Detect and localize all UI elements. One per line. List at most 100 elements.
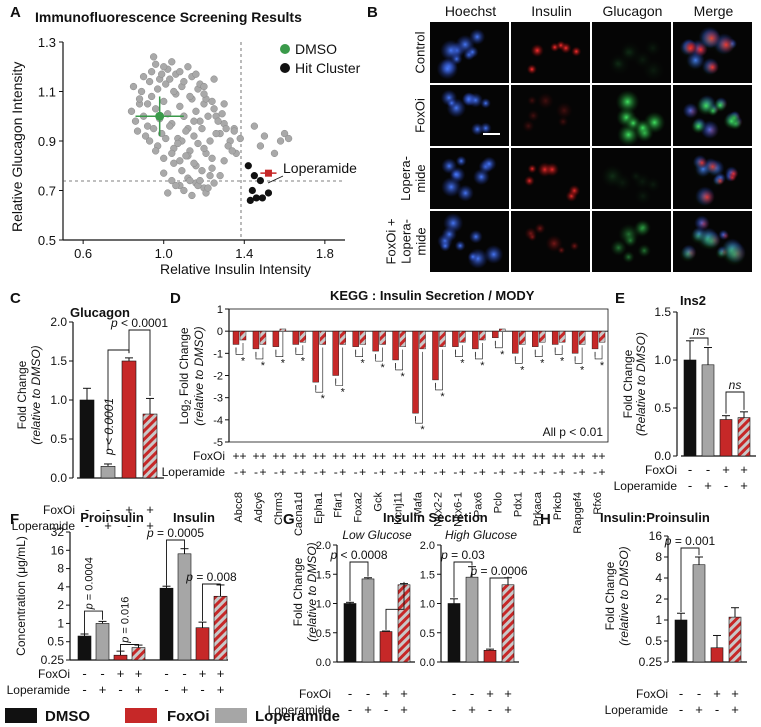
micrograph-red	[511, 22, 590, 83]
g-row-label-loperamide: Loperamide	[268, 703, 332, 717]
d-foxoi-sign: +	[572, 449, 579, 463]
hit-cluster-point	[244, 162, 252, 170]
background-point	[180, 186, 188, 195]
micrograph-blue	[430, 211, 509, 272]
background-point	[149, 124, 158, 133]
bar-foxoi	[121, 360, 137, 479]
panel-g-title: Insulin Secretion	[383, 510, 488, 525]
d-significance-star: *	[321, 393, 326, 405]
panel-a-legend-hit: Hit Cluster	[295, 60, 361, 76]
d-bar-foxoi	[571, 330, 579, 354]
loperamide-sign: +	[400, 702, 408, 717]
panel-a-annotation: Loperamide	[283, 160, 357, 176]
d-gene-label: Cacna1d	[293, 492, 305, 536]
hit-cluster-point	[264, 189, 273, 197]
d-loperamide-sign: +	[459, 465, 466, 479]
f-ytick-label: 4	[57, 580, 64, 594]
foxoi-sign: +	[135, 666, 143, 681]
bar-dmso	[674, 619, 688, 663]
pvalue-label: p = 0.0004	[84, 557, 96, 610]
d-gene-label: Mafa	[413, 491, 425, 516]
background-point	[198, 167, 206, 175]
d-bar-foxoi-loperamide	[558, 330, 566, 343]
d-ylabel: Log2 Fold Change	[177, 327, 193, 424]
background-point	[256, 142, 265, 150]
legend-label-loperamide: Loperamide	[255, 708, 340, 725]
d-loperamide-sign: -	[374, 465, 378, 479]
bar-foxoi-loperamide	[728, 616, 742, 663]
loperamide-sign: +	[468, 702, 476, 717]
d-bar-foxoi-loperamide	[578, 330, 586, 345]
background-point	[188, 191, 196, 200]
d-gene-label: Epha1	[313, 492, 325, 524]
loperamide-sign: +	[504, 702, 512, 717]
d-loperamide-sign: +	[279, 465, 286, 479]
d-significance-star: *	[301, 355, 306, 367]
d-bar-foxoi	[372, 330, 379, 352]
background-point	[149, 53, 158, 61]
microscopy-column-insulin: Insulin	[531, 3, 571, 19]
background-point	[170, 159, 178, 167]
d-loperamide-sign: +	[599, 465, 606, 479]
background-point	[210, 105, 218, 113]
background-point	[129, 82, 138, 91]
micrograph-blue	[430, 85, 509, 146]
d-significance-star: *	[500, 349, 505, 361]
d-foxoi-sign: +	[359, 449, 366, 463]
background-point	[212, 129, 220, 138]
d-bracket	[335, 347, 344, 386]
bar-dmso	[447, 603, 461, 663]
background-point	[158, 70, 166, 78]
panel-letter-a: A	[10, 4, 21, 21]
bar-foxoi	[195, 627, 210, 661]
d-bracket	[375, 347, 383, 362]
loperamide-sign: -	[679, 702, 683, 717]
d-significance-star: *	[540, 358, 545, 370]
foxoi-sign: +	[504, 686, 512, 701]
panel-letter-b: B	[367, 4, 378, 21]
loperamide-sign: -	[85, 518, 89, 533]
significance-bracket	[120, 644, 139, 652]
micrograph-green	[592, 85, 671, 147]
d-loperamide-sign: -	[593, 465, 597, 479]
d-gene-label: Pax6	[472, 492, 484, 517]
loperamide-sign: -	[200, 682, 204, 697]
d-foxoi-sign: +	[459, 449, 466, 463]
pvalue-label: p = 0.016	[120, 597, 132, 644]
bar-dmso	[77, 635, 92, 661]
d-foxoi-sign: +	[279, 449, 286, 463]
background-point	[137, 87, 146, 96]
d-significance-star: *	[400, 371, 405, 383]
d-loperamide-sign: -	[394, 465, 398, 479]
foxoi-sign: -	[688, 462, 692, 477]
c-ytick-label: 2.0	[50, 315, 67, 329]
d-bracket	[455, 345, 463, 357]
foxoi-sign: -	[706, 462, 710, 477]
d-foxoi-sign: +	[392, 449, 399, 463]
bar-loperamide	[692, 564, 706, 663]
d-bar-foxoi	[551, 330, 559, 345]
foxoi-sign: -	[100, 666, 104, 681]
d-loperamide-sign: -	[453, 465, 457, 479]
d-row-label-foxoi: FoxOi	[193, 449, 225, 463]
background-point	[164, 189, 172, 197]
background-point	[139, 73, 148, 81]
f-ytick-label: 0.25	[41, 653, 65, 667]
background-point	[182, 127, 190, 135]
background-point	[200, 90, 208, 98]
foxoi-sign: +	[199, 666, 207, 681]
f-ytick-label: 2	[57, 598, 64, 612]
panel-h-ratio-chart: Insulin:Proinsulin 16 8 4 2 1 0.5 0.25 Fold Cha…	[600, 510, 747, 717]
bar-foxoi-loperamide	[737, 417, 751, 457]
d-gene-label: Nkx2-2	[432, 492, 444, 527]
d-significance-star: *	[281, 358, 286, 370]
panel-letter-e: E	[615, 290, 625, 307]
bar-dmso	[343, 603, 357, 663]
d-bracket	[355, 347, 363, 357]
background-point	[166, 122, 174, 130]
background-point	[135, 95, 144, 103]
d-loperamide-sign: -	[573, 465, 577, 479]
d-loperamide-sign: -	[354, 465, 358, 479]
foxoi-sign: +	[740, 462, 748, 477]
